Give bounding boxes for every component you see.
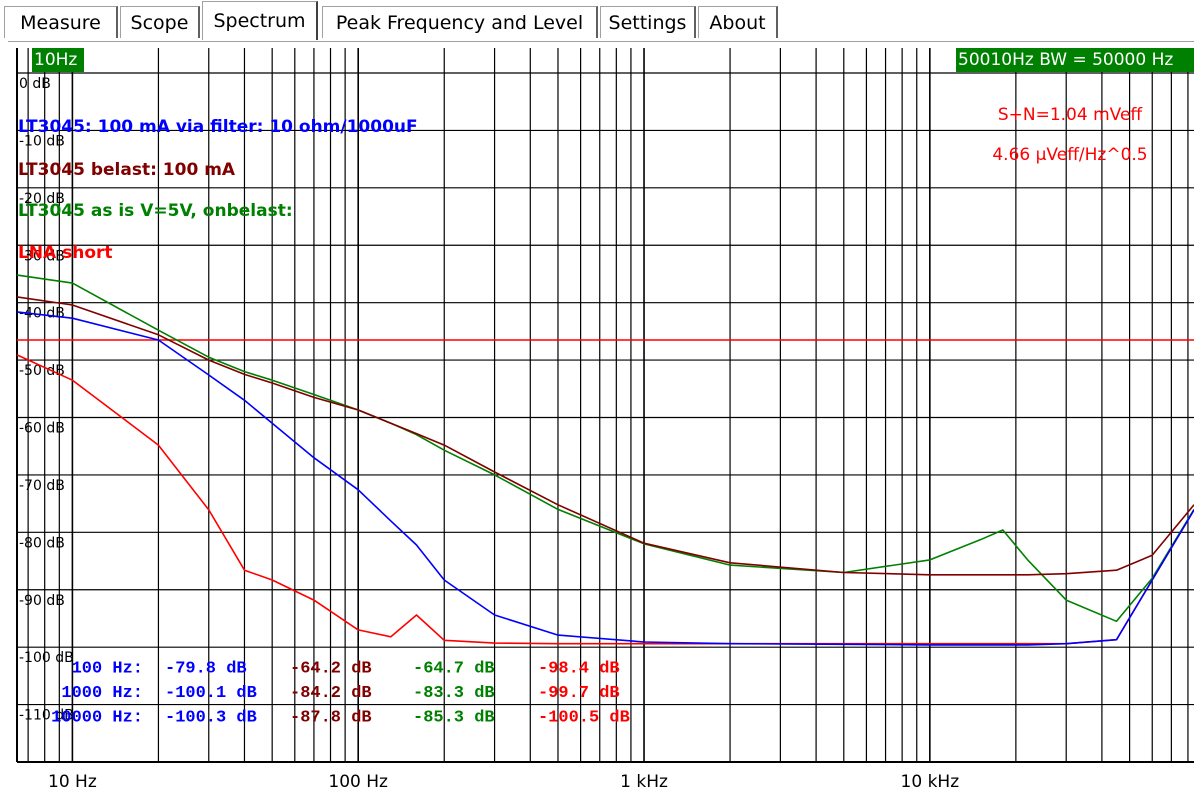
reading-value: -85.3 dB [413, 708, 495, 727]
x-tick-label: 10 Hz [48, 772, 97, 792]
reading-value: -83.3 dB [413, 684, 495, 703]
annotation: S+N=1.04 mVeff [998, 105, 1144, 125]
series-line [16, 354, 1194, 645]
y-tick-label: -20 dB [19, 191, 65, 207]
x-tick-label: 10 kHz [901, 772, 960, 792]
tab[interactable]: Spectrum [202, 1, 318, 40]
range-start-box [32, 48, 84, 72]
reading-value: -100.1 dB [165, 684, 257, 703]
tab-bar: Measure Scope Spectrum Peak Frequency and L… [0, 0, 1194, 42]
range-start-label: 10Hz [34, 50, 77, 70]
y-tick-label: -100 dB [19, 650, 74, 666]
reading-label: 100 Hz: [72, 659, 143, 678]
y-tick-label: -40 dB [19, 306, 65, 322]
y-tick-label: -10 dB [19, 133, 65, 149]
legend-entry: LNA short [18, 243, 113, 263]
tab[interactable]: Measure [4, 6, 118, 38]
legend-entry: LT3045: 100 mA via filter: 10 ohm/1000uF [18, 117, 418, 137]
reading-label: 1000 Hz: [61, 684, 143, 703]
series-line [16, 274, 1194, 623]
y-tick-label: -50 dB [19, 363, 65, 379]
y-tick-label: -60 dB [19, 421, 65, 437]
tab[interactable]: Settings [600, 6, 696, 38]
y-tick-label: 0 dB [19, 76, 51, 92]
reading-value: -84.2 dB [290, 684, 372, 703]
tab[interactable]: About [698, 6, 778, 38]
y-tick-label: -90 dB [19, 593, 65, 609]
annotation: 4.66 µVeff/Hz^0.5 [992, 145, 1147, 165]
y-tick-label: -110 dB [19, 708, 74, 724]
reading-value: -100.3 dB [165, 708, 257, 727]
range-end-box [956, 48, 1194, 72]
legend-entry: LT3045 as is V=5V, onbelast: [18, 201, 293, 221]
tab-panel [8, 41, 1194, 798]
reading-value: -99.7 dB [538, 684, 620, 703]
tab[interactable]: Peak Frequency and Level [322, 6, 598, 38]
x-tick-label: 1 kHz [620, 772, 668, 792]
series-line [16, 296, 1194, 576]
y-tick-label: -80 dB [19, 535, 65, 551]
reading-value: -98.4 dB [538, 659, 620, 678]
y-tick-label: -70 dB [19, 478, 65, 494]
series-line [16, 311, 1194, 646]
reading-value: -87.8 dB [290, 708, 372, 727]
reading-label: 10000 Hz: [51, 708, 143, 727]
range-end-label: 50010Hz BW = 50000 Hz [958, 50, 1173, 70]
reading-value: -100.5 dB [538, 708, 630, 727]
reading-value: -79.8 dB [165, 659, 247, 678]
reading-value: -64.2 dB [290, 659, 372, 678]
reading-value: -64.7 dB [413, 659, 495, 678]
x-tick-label: 100 Hz [328, 772, 388, 792]
y-tick-label: -30 dB [19, 248, 65, 264]
legend-entry: LT3045 belast: 100 mA [18, 160, 236, 180]
tab[interactable]: Scope [120, 6, 200, 38]
